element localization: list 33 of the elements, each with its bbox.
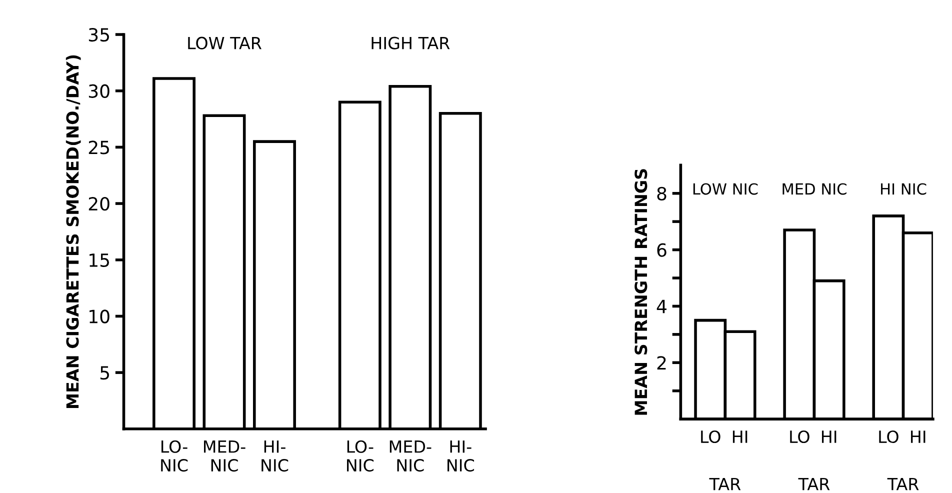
x-tick-label: MED- NIC [204, 440, 246, 472]
annotation: LOW NIC [693, 183, 758, 195]
annotation: HI NIC [881, 183, 926, 195]
y-axis-title: MEAN CIGARETTES SMOKED(NO./DAY) [66, 55, 81, 408]
x-tick-label: HI- NIC [448, 440, 474, 472]
y-tick-label: 10 [90, 310, 110, 324]
text: TAR [887, 478, 919, 490]
text: TAR [798, 478, 830, 490]
y-tick-label: 5 [100, 366, 109, 380]
x-tick-label: LO- NIC [347, 440, 374, 472]
x-tick-label: LO [879, 430, 898, 444]
annotation: MED NIC [782, 183, 846, 195]
text: TAR [709, 478, 741, 490]
y-tick-label: 15 [90, 254, 109, 267]
y-tick-label: 6 [657, 243, 666, 257]
x-tick-label: LO- NIC [161, 440, 188, 472]
y-tick-label: 8 [657, 186, 666, 200]
x-tick-label: HI [911, 430, 926, 443]
y-axis-title: MEAN STRENGTH RATINGS [634, 169, 648, 415]
x-tick-label: LO [790, 430, 810, 444]
x-tick-label: HI [822, 430, 836, 443]
y-tick-label: 4 [656, 300, 666, 314]
x-tick-label: HI- NIC [262, 440, 288, 472]
y-tick-label: 30 [88, 84, 110, 98]
y-tick-label: 2 [657, 356, 666, 370]
y-tick-label: 35 [88, 28, 109, 42]
x-tick-label: HI [732, 430, 748, 443]
annotation: HIGH TAR [372, 36, 450, 50]
annotation: LOW TAR [188, 36, 262, 50]
y-tick-label: 25 [88, 140, 109, 154]
x-tick-label: LO [701, 430, 720, 444]
x-tick-label: MED- NIC [390, 440, 432, 472]
y-tick-label: 20 [88, 197, 110, 211]
